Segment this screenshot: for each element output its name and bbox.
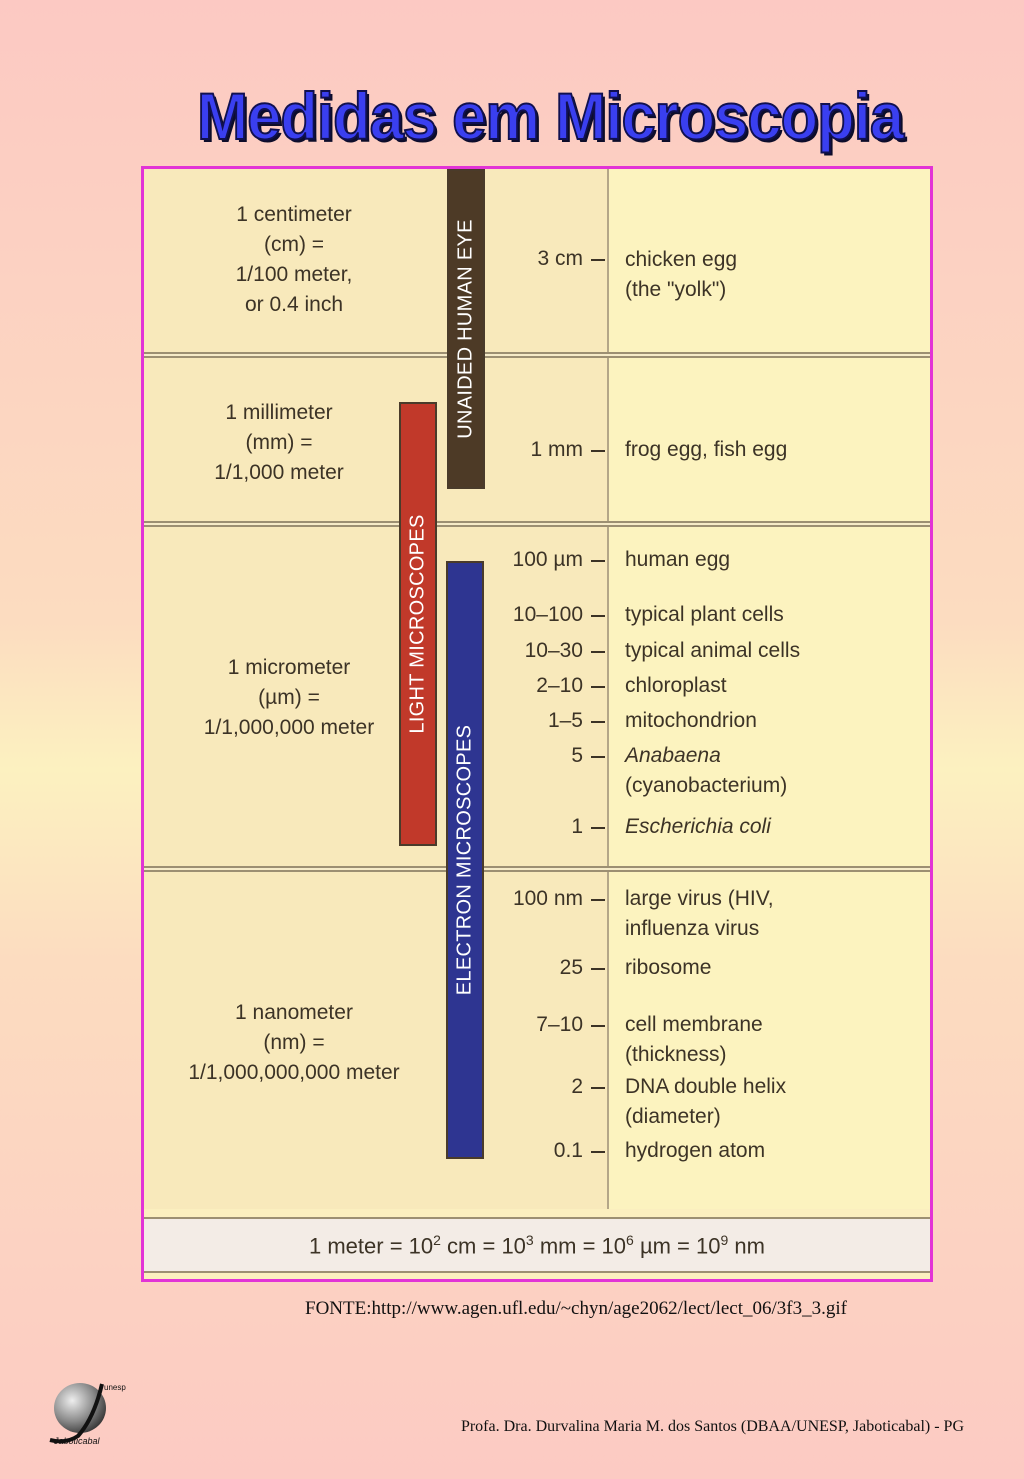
example-line: hydrogen atom — [625, 1139, 766, 1162]
row-divider — [144, 866, 930, 872]
light-microscopes-bar: LIGHT MICROSCOPES — [399, 402, 437, 846]
example-chloroplast: chloroplast — [625, 671, 727, 701]
eq-exponent: 3 — [525, 1232, 534, 1248]
electron-microscopes-bar: ELECTRON MICROSCOPES — [446, 561, 484, 1159]
measurement-label: 2 — [571, 1075, 609, 1099]
eq-text: nm — [728, 1233, 765, 1259]
unit-nanometer: 1 nanometer (nm) = 1/1,000,000,000 meter — [154, 998, 434, 1088]
example-line: (thickness) — [625, 1043, 727, 1066]
example-line: large virus (HIV, — [625, 887, 774, 910]
unit-micrometer: 1 micrometer (µm) = 1/1,000,000 meter — [154, 653, 424, 743]
example-line: chloroplast — [625, 674, 727, 697]
unit-line: 1/1,000 meter — [214, 461, 344, 484]
eq-text: 1 meter = 10 — [309, 1233, 434, 1259]
measurement-label: 100 µm — [513, 548, 609, 572]
conversion-equation: 1 meter = 102 cm = 103 mm = 106 µm = 109… — [144, 1232, 930, 1259]
page-title: Medidas em Microscopia — [196, 78, 905, 154]
bar-label: ELECTRON MICROSCOPES — [453, 724, 476, 996]
example-cell-membrane: cell membrane (thickness) — [625, 1010, 763, 1070]
example-line: human egg — [625, 548, 731, 571]
row-divider — [144, 352, 930, 358]
measurement-label: 2–10 — [536, 674, 609, 698]
measurement-label: 3 cm — [537, 247, 609, 271]
eq-text: µm = 10 — [633, 1233, 721, 1259]
example-animal-cells: typical animal cells — [625, 636, 800, 666]
unit-line: 1/1,000,000 meter — [203, 716, 375, 739]
measurement-label: 5 — [571, 744, 609, 768]
example-line: DNA double helix — [625, 1075, 787, 1098]
unit-line: 1 nanometer — [235, 1001, 353, 1024]
eq-exponent: 2 — [433, 1232, 441, 1248]
example-line: frog egg, fish egg — [625, 438, 788, 461]
example-line: Escherichia coli — [625, 815, 771, 838]
measurement-label: 10–100 — [513, 603, 609, 627]
source-citation: FONTE:http://www.agen.ufl.edu/~chyn/age2… — [305, 1298, 847, 1319]
example-line: chicken egg — [625, 248, 738, 271]
example-line: ribosome — [625, 956, 712, 979]
measurement-label: 100 nm — [513, 887, 609, 911]
logo-top-text: unesp — [104, 1383, 126, 1392]
example-plant-cells: typical plant cells — [625, 600, 784, 630]
example-line: typical plant cells — [625, 603, 784, 626]
unit-line: 1 millimeter — [225, 401, 333, 424]
example-e-coli: Escherichia coli — [625, 812, 771, 842]
example-hydrogen-atom: hydrogen atom — [625, 1136, 765, 1166]
column-divider — [607, 169, 609, 1209]
eq-text: cm = 10 — [440, 1233, 526, 1259]
unit-millimeter: 1 millimeter (mm) = 1/1,000 meter — [144, 398, 414, 488]
example-ribosome: ribosome — [625, 953, 711, 983]
logo-bottom-text: Jaboticabal — [53, 1436, 101, 1446]
example-line: Anabaena — [625, 744, 721, 767]
bar-label: LIGHT MICROSCOPES — [406, 514, 429, 734]
example-line: influenza virus — [625, 917, 760, 940]
measurement-label: 1 mm — [531, 438, 610, 462]
eq-exponent: 6 — [626, 1232, 634, 1248]
example-frog-egg: frog egg, fish egg — [625, 435, 787, 465]
unit-line: (cm) = — [263, 233, 325, 256]
measurement-label: 1 — [571, 815, 609, 839]
example-mitochondrion: mitochondrion — [625, 706, 757, 736]
eq-exponent: 9 — [720, 1232, 729, 1248]
example-dna-helix: DNA double helix (diameter) — [625, 1072, 786, 1132]
eq-text: mm = 10 — [533, 1233, 627, 1259]
unit-line: 1 centimeter — [236, 203, 352, 226]
bar-label: UNAIDED HUMAN EYE — [454, 219, 477, 439]
measurement-label: 7–10 — [536, 1013, 609, 1037]
left-column — [144, 169, 607, 1209]
unit-line: (mm) = — [245, 431, 313, 454]
example-chicken-egg: chicken egg (the "yolk") — [625, 245, 737, 305]
example-line: (diameter) — [625, 1105, 721, 1128]
example-line: cell membrane — [625, 1013, 763, 1036]
example-line: (the "yolk") — [625, 278, 727, 301]
measurement-label: 1–5 — [548, 709, 609, 733]
example-line: typical animal cells — [625, 639, 801, 662]
example-anabaena: Anabaena (cyanobacterium) — [625, 741, 787, 801]
example-human-egg: human egg — [625, 545, 730, 575]
unit-line: or 0.4 inch — [244, 293, 344, 316]
unit-line: 1/1,000,000,000 meter — [188, 1061, 400, 1084]
measurement-label: 0.1 — [554, 1139, 609, 1163]
example-large-virus: large virus (HIV, influenza virus — [625, 884, 774, 944]
unit-line: (nm) = — [263, 1031, 325, 1054]
example-line: mitochondrion — [625, 709, 757, 732]
unit-line: (µm) = — [258, 686, 320, 709]
conversion-row: 1 meter = 102 cm = 103 mm = 106 µm = 109… — [144, 1217, 930, 1273]
unit-line: 1/100 meter, — [235, 263, 353, 286]
microscopy-scale-chart: 1 centimeter (cm) = 1/100 meter, or 0.4 … — [141, 166, 933, 1282]
author-credit: Profa. Dra. Durvalina Maria M. dos Santo… — [460, 1418, 964, 1435]
unit-line: 1 micrometer — [227, 656, 351, 679]
unit-centimeter: 1 centimeter (cm) = 1/100 meter, or 0.4 … — [144, 200, 444, 320]
measurement-label: 10–30 — [525, 639, 609, 663]
row-divider — [144, 521, 930, 527]
measurement-label: 25 — [560, 956, 609, 980]
example-line: (cyanobacterium) — [625, 774, 788, 797]
unesp-logo: unesp Jaboticabal — [49, 1383, 126, 1446]
unaided-eye-bar: UNAIDED HUMAN EYE — [447, 169, 485, 489]
right-column — [608, 169, 930, 1209]
